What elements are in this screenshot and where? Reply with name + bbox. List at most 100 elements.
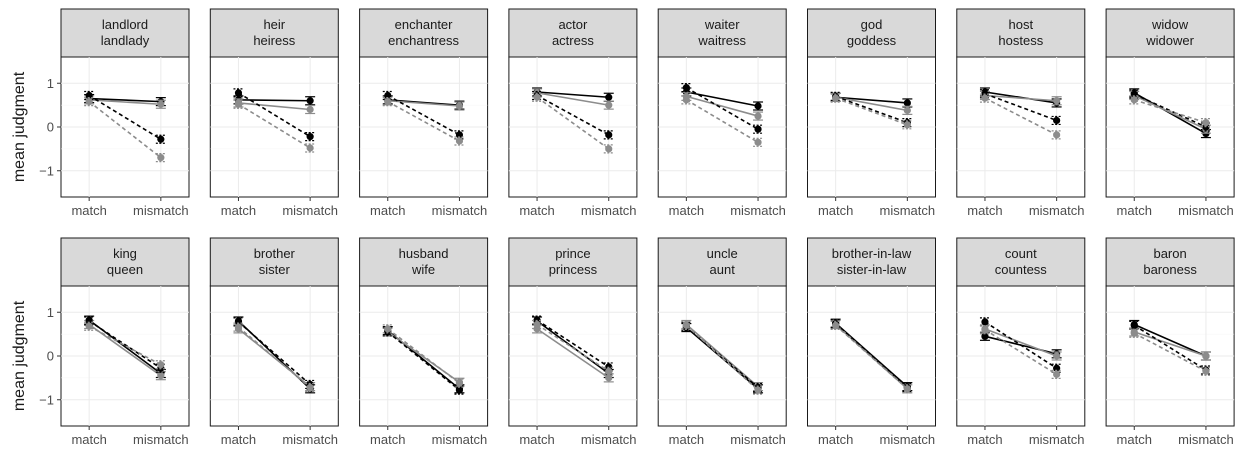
y-tick-label: −1: [39, 392, 54, 407]
data-point-dashed_gray: [455, 137, 464, 145]
data-point-dashed_gray: [605, 367, 613, 375]
data-point-dashed_gray: [533, 93, 541, 101]
series-line-solid_black: [835, 96, 908, 104]
series-line-dashed_black: [835, 95, 908, 124]
series-line-solid_gray: [1133, 94, 1207, 130]
data-point-dashed_black: [157, 135, 165, 143]
series-line-dashed_black: [237, 321, 311, 386]
x-tick-label-match: match: [967, 203, 1002, 218]
x-tick-label-match: match: [221, 432, 256, 447]
x-tick-label-mismatch: mismatch: [581, 203, 637, 218]
x-tick-label-mismatch: mismatch: [730, 432, 786, 447]
x-tick-label-mismatch: mismatch: [282, 203, 338, 218]
strip-background: [508, 8, 638, 58]
strip-label-line-0: count: [1005, 246, 1037, 261]
strip-label-line-1: landlady: [101, 33, 150, 48]
strip-background: [60, 237, 190, 287]
data-point-solid_gray: [455, 102, 464, 110]
strip-label-line-1: aunt: [710, 262, 736, 277]
series-line-solid_black: [89, 97, 161, 103]
x-tick-label-mismatch: mismatch: [282, 432, 338, 447]
strip-label-line-1: wife: [411, 262, 435, 277]
y-tick-label: 1: [47, 305, 54, 320]
series-line-dashed_black: [1133, 324, 1207, 371]
series-line-dashed_gray: [835, 324, 908, 390]
x-tick-label-mismatch: mismatch: [133, 432, 189, 447]
data-point-dashed_black: [1130, 321, 1138, 329]
y-tick-label: 1: [47, 76, 54, 91]
series-line-solid_black: [238, 99, 311, 102]
x-tick-label-match: match: [519, 432, 554, 447]
x-tick-label-mismatch: mismatch: [880, 203, 936, 218]
strip-label-line-0: brother: [254, 246, 296, 261]
strip-background: [209, 237, 339, 287]
data-point-dashed_black: [455, 131, 464, 139]
series-line-solid_black: [1133, 323, 1207, 357]
strip-label-line-0: king: [113, 246, 137, 261]
strip-label-line-0: landlord: [102, 17, 148, 32]
data-point-dashed_gray: [1130, 96, 1138, 104]
series-line-dashed_gray: [1134, 99, 1207, 124]
y-axis-title-row1: mean judgment: [11, 71, 28, 182]
data-point-solid_gray: [754, 112, 762, 120]
data-point-dashed_black: [605, 131, 613, 139]
series-line-solid_gray: [835, 96, 908, 112]
series-line-dashed_gray: [685, 324, 759, 391]
series-line-dashed_gray: [387, 328, 460, 384]
data-point-dashed_black: [682, 84, 690, 92]
strip-label-line-1: enchantress: [388, 33, 459, 48]
x-tick-label-mismatch: mismatch: [1029, 432, 1085, 447]
strip-label-line-1: sister: [259, 262, 291, 277]
data-point-dashed_gray: [903, 385, 911, 393]
data-point-solid_gray: [605, 101, 613, 109]
data-point-dashed_gray: [1130, 329, 1138, 337]
data-point-solid_gray: [903, 106, 911, 114]
data-point-dashed_gray: [384, 325, 392, 333]
x-tick-label-match: match: [370, 432, 405, 447]
x-tick-label-mismatch: mismatch: [1178, 203, 1234, 218]
series-line-solid_gray: [1134, 331, 1207, 357]
strip-label-line-0: heir: [263, 17, 285, 32]
strip-label-line-0: prince: [555, 246, 590, 261]
x-tick-label-match: match: [1117, 203, 1152, 218]
x-tick-label-mismatch: mismatch: [1178, 432, 1234, 447]
x-tick-label-mismatch: mismatch: [1029, 203, 1085, 218]
x-tick-label-match: match: [669, 203, 704, 218]
strip-background: [657, 237, 787, 287]
data-point-dashed_gray: [1053, 370, 1061, 378]
x-tick-label-match: match: [221, 203, 256, 218]
data-point-solid_gray: [1202, 352, 1210, 360]
series-line-solid_gray: [984, 94, 1057, 102]
x-tick-label-mismatch: mismatch: [730, 203, 786, 218]
data-point-solid_black: [605, 93, 613, 101]
strip-label-line-1: heiress: [253, 33, 295, 48]
data-point-solid_gray: [157, 372, 165, 380]
y-tick-label: 0: [47, 349, 54, 364]
series-line-solid_gray: [387, 331, 460, 383]
strip-label-line-0: widow: [1151, 17, 1189, 32]
strip-background: [807, 237, 936, 287]
series-line-dashed_black: [984, 93, 1057, 122]
strip-label-line-0: enchanter: [395, 17, 453, 32]
x-tick-label-mismatch: mismatch: [432, 432, 488, 447]
data-point-solid_gray: [157, 100, 165, 108]
x-tick-label-mismatch: mismatch: [880, 432, 936, 447]
data-point-dashed_gray: [85, 98, 93, 106]
data-point-dashed_gray: [754, 138, 762, 146]
series-line-solid_gray: [984, 328, 1057, 357]
strip-label-line-1: waitress: [697, 33, 746, 48]
strip-label-line-0: god: [861, 17, 883, 32]
strip-label-line-1: goddess: [847, 33, 897, 48]
series-line-solid_gray: [88, 323, 162, 377]
x-tick-label-match: match: [71, 432, 106, 447]
y-axis-title-row2: mean judgment: [11, 300, 28, 411]
strip-background: [1105, 8, 1235, 58]
data-point-solid_gray: [605, 374, 613, 382]
